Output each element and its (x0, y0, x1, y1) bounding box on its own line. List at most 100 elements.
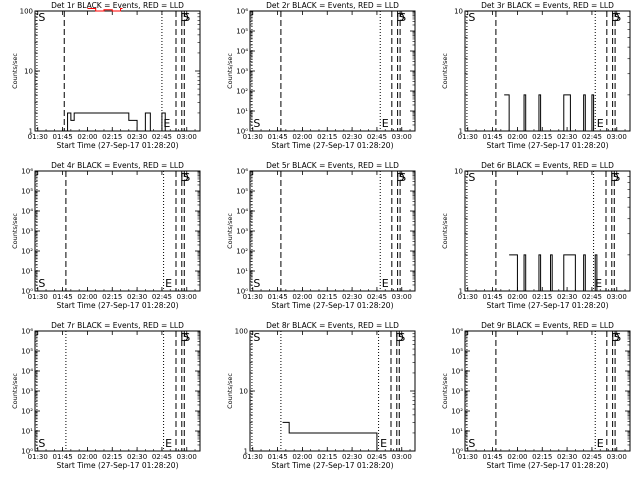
x-tick-label: 02:45 (152, 293, 172, 301)
event-marker-label: D (396, 11, 404, 24)
y-tick-label: 10² (21, 408, 33, 416)
x-tick-label: 01:45 (482, 133, 502, 141)
x-tick-label: 02:45 (152, 453, 172, 461)
chart-title: Det 3r BLACK = Events, RED = LLD (481, 1, 614, 10)
x-tick-label: 02:45 (582, 293, 602, 301)
x-tick-label: 01:45 (482, 453, 502, 461)
x-axis-label: Start Time (27-Sep-17 01:28:20) (272, 301, 394, 310)
y-tick-label: 10¹ (451, 428, 463, 436)
x-tick-label: 01:45 (52, 453, 72, 461)
x-tick-label: 02:45 (582, 133, 602, 141)
chart-panel-7: Det 7r BLACK = Events, RED = LLD Counts/s… (11, 321, 201, 470)
event-marker-label: S (183, 331, 190, 344)
x-tick-label: 02:45 (367, 293, 387, 301)
event-marker-label: E (165, 437, 172, 450)
event-marker-label: E (595, 277, 602, 290)
event-marker-label: E (165, 277, 172, 290)
x-tick-label: 02:30 (557, 293, 577, 301)
y-tick-label: 10⁰ (451, 448, 463, 456)
event-marker-label: E (382, 117, 389, 130)
x-tick-label: 02:00 (292, 293, 312, 301)
x-tick-label: 02:30 (127, 133, 147, 141)
y-tick-label: 10⁵ (236, 188, 248, 196)
event-marker-label: D (611, 11, 619, 24)
y-tick-label: 10¹ (236, 108, 248, 116)
y-tick-label: 10⁶ (21, 168, 33, 176)
x-tick-label: 02:00 (292, 133, 312, 141)
event-marker-label: S (468, 11, 475, 24)
x-tick-label: 03:00 (607, 453, 627, 461)
event-marker-label: D (180, 331, 188, 344)
y-tick-label: 10⁰ (21, 448, 33, 456)
chart-title: Det 2r BLACK = Events, RED = LLD (266, 1, 399, 10)
x-tick-label: 01:30 (243, 453, 263, 461)
x-tick-label: 02:00 (292, 453, 312, 461)
x-tick-label: 02:15 (102, 453, 122, 461)
y-tick-label: 1 (244, 448, 248, 456)
event-marker-label: S (398, 331, 405, 344)
y-tick-label: 10⁴ (21, 208, 33, 216)
x-tick-label: 01:30 (458, 453, 478, 461)
x-tick-label: 03:00 (177, 293, 197, 301)
plot-frame (464, 10, 631, 132)
y-tick-label: 10² (236, 88, 248, 96)
y-tick-label: 10¹ (21, 268, 33, 276)
event-marker-label: S (468, 437, 475, 450)
x-tick-label: 02:30 (557, 133, 577, 141)
y-tick-label: 10² (451, 408, 463, 416)
y-tick-label: 10 (239, 388, 248, 396)
x-tick-label: 02:00 (77, 453, 97, 461)
chart-title: Det 9r BLACK = Events, RED = LLD (481, 321, 614, 330)
y-tick-label: 1 (459, 128, 463, 136)
y-tick-label: 10¹ (21, 428, 33, 436)
x-tick-label: 02:45 (367, 453, 387, 461)
x-tick-label: 01:30 (28, 133, 48, 141)
y-axis-label: Counts/sec (441, 213, 449, 249)
y-tick-label: 10⁰ (236, 288, 248, 296)
chart-panel-6: Det 6r BLACK = Events, RED = LLD Counts/s… (441, 161, 631, 310)
x-tick-label: 02:15 (532, 133, 552, 141)
y-tick-label: 10³ (21, 388, 33, 396)
x-tick-label: 01:45 (52, 133, 72, 141)
y-tick-label: 10⁶ (236, 168, 248, 176)
data-series-line (509, 254, 599, 292)
event-marker-label: S (38, 11, 45, 24)
y-tick-label: 100 (20, 8, 33, 16)
y-axis-label: Counts/sec (226, 53, 234, 89)
y-tick-label: 10⁵ (236, 28, 248, 36)
x-tick-label: 02:15 (102, 133, 122, 141)
y-axis-label: Counts/sec (441, 53, 449, 89)
x-axis-label: Start Time (27-Sep-17 01:28:20) (57, 141, 179, 150)
data-series-line (87, 8, 123, 12)
x-tick-label: 02:15 (102, 293, 122, 301)
y-tick-label: 100 (235, 328, 248, 336)
y-tick-label: 1 (29, 128, 33, 136)
plot-frame (464, 170, 631, 292)
x-tick-label: 02:30 (342, 293, 362, 301)
y-tick-label: 10⁴ (21, 368, 33, 376)
event-marker-label: S (253, 277, 260, 290)
x-tick-label: 03:00 (392, 453, 412, 461)
event-marker-label: D (611, 331, 619, 344)
y-tick-label: 10³ (236, 68, 248, 76)
x-tick-label: 03:00 (607, 133, 627, 141)
event-marker-label: E (597, 437, 604, 450)
event-marker-label: S (614, 11, 621, 24)
event-marker-label: D (395, 331, 403, 344)
chart-panel-9: Det 9r BLACK = Events, RED = LLD Counts/s… (441, 321, 631, 470)
event-marker-label: E (597, 117, 604, 130)
chart-title: Det 8r BLACK = Events, RED = LLD (266, 321, 399, 330)
y-tick-label: 10⁰ (236, 128, 248, 136)
x-tick-label: 02:15 (532, 453, 552, 461)
chart-title: Det 4r BLACK = Events, RED = LLD (51, 161, 184, 170)
event-marker-label: S (253, 117, 260, 130)
chart-panel-5: Det 5r BLACK = Events, RED = LLD Counts/s… (226, 161, 416, 310)
chart-panel-4: Det 4r BLACK = Events, RED = LLD Counts/s… (11, 161, 201, 310)
y-tick-label: 10² (21, 248, 33, 256)
x-tick-label: 01:30 (458, 293, 478, 301)
plot-frame (249, 10, 416, 132)
event-marker-label: S (468, 171, 475, 184)
x-axis-label: Start Time (27-Sep-17 01:28:20) (487, 141, 609, 150)
y-tick-label: 10² (236, 248, 248, 256)
chart-panel-3: Det 3r BLACK = Events, RED = LLD Counts/s… (441, 1, 631, 150)
